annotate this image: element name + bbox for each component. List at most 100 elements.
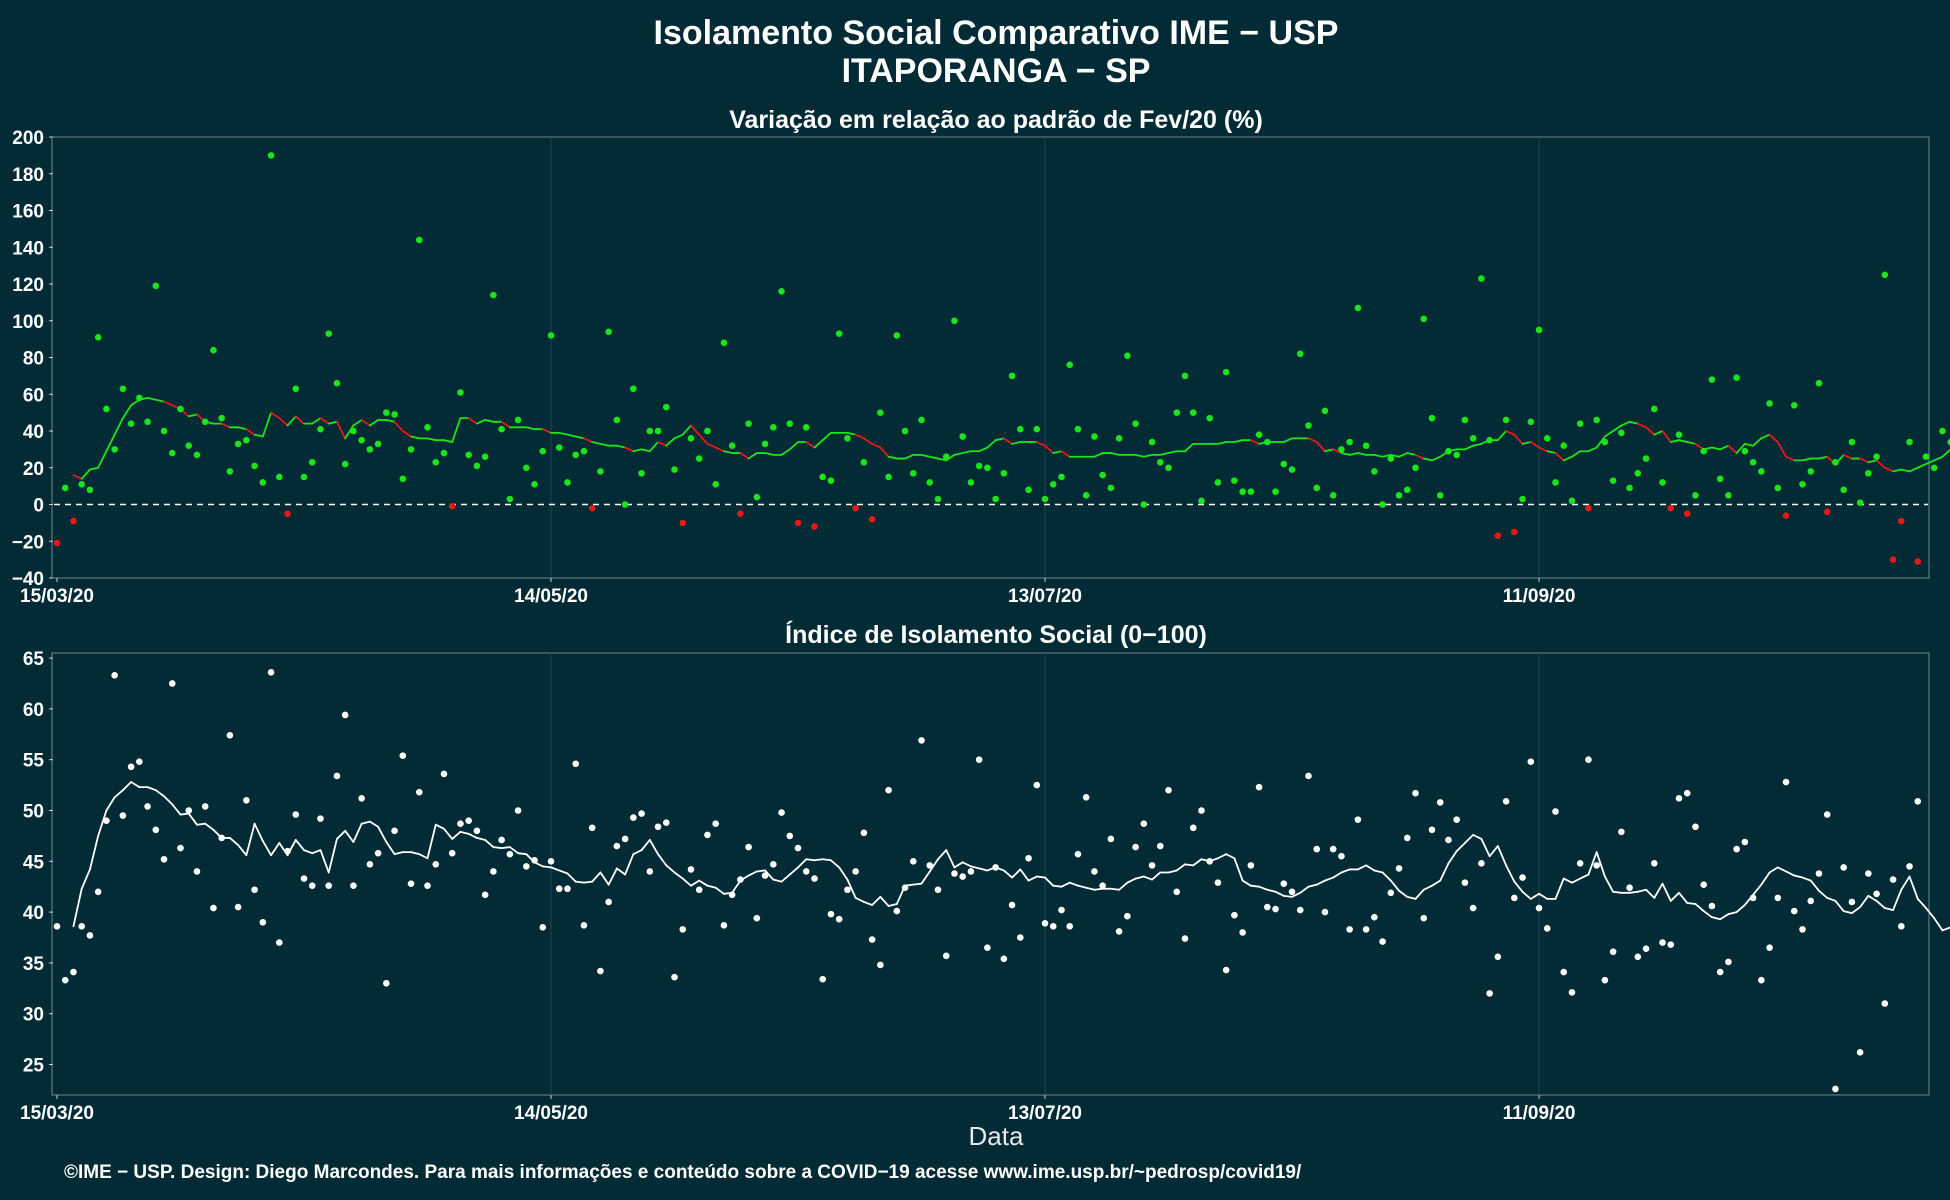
moving-average-segment — [72, 474, 83, 480]
data-point — [490, 868, 497, 875]
moving-average-segment — [492, 846, 503, 849]
index-moving-average — [72, 781, 1950, 932]
data-point — [1774, 484, 1782, 492]
data-point — [712, 820, 719, 828]
moving-average-segment — [698, 879, 709, 887]
moving-average-segment — [1340, 868, 1351, 874]
data-point — [1082, 492, 1090, 499]
y-tick-label: 30 — [23, 1005, 44, 1026]
data-point — [1527, 418, 1535, 426]
moving-average-segment — [624, 446, 635, 453]
moving-average-segment — [1908, 466, 1919, 473]
moving-average-segment — [747, 452, 758, 460]
moving-average-segment — [1340, 452, 1351, 456]
data-point — [852, 504, 859, 512]
data-point — [1609, 948, 1617, 956]
x-tick-label: 15/03/20 — [20, 586, 94, 607]
moving-average-segment — [797, 858, 808, 869]
data-point — [1897, 517, 1905, 525]
data-point — [745, 420, 752, 427]
data-point — [284, 847, 291, 855]
data-point — [1206, 857, 1213, 865]
data-point — [638, 810, 645, 817]
data-point — [835, 915, 843, 923]
data-point — [597, 967, 604, 975]
data-point — [267, 152, 275, 159]
moving-average-segment — [1060, 881, 1071, 888]
moving-average-segment — [1184, 863, 1195, 867]
data-point — [1543, 435, 1551, 442]
moving-average-segment — [1348, 452, 1359, 456]
data-point — [992, 864, 999, 871]
moving-average-segment — [245, 428, 256, 436]
data-point — [728, 891, 736, 899]
moving-average-segment — [80, 468, 91, 480]
moving-average-segment — [739, 452, 750, 460]
data-point — [1461, 879, 1469, 886]
moving-average-segment — [1002, 869, 1013, 879]
moving-average-segment — [690, 424, 701, 436]
moving-average-segment — [1044, 876, 1055, 887]
moving-average-segment — [121, 781, 133, 792]
moving-average-segment — [261, 411, 272, 438]
moving-average-segment — [690, 879, 701, 887]
moving-average-segment — [171, 803, 182, 816]
data-point — [827, 477, 835, 484]
data-point — [333, 379, 341, 387]
data-point — [1148, 438, 1156, 446]
data-point — [259, 918, 267, 926]
moving-average-segment — [179, 812, 190, 816]
moving-average-segment — [1875, 459, 1886, 469]
moving-average-segment — [821, 431, 832, 442]
data-point — [1173, 888, 1181, 896]
moving-average-segment — [879, 446, 890, 458]
moving-average-segment — [1332, 871, 1343, 879]
data-point — [926, 862, 934, 869]
data-point — [1321, 908, 1329, 916]
data-point — [53, 539, 61, 547]
moving-average-segment — [1554, 452, 1565, 462]
moving-average-segment — [813, 439, 824, 449]
moving-average-segment — [1505, 864, 1516, 883]
x-tick-label: 13/07/20 — [1008, 586, 1082, 607]
data-point — [514, 416, 522, 424]
moving-average-segment — [1645, 888, 1656, 899]
data-point — [432, 861, 440, 868]
moving-average-segment — [1422, 457, 1433, 462]
data-point — [1445, 447, 1452, 455]
moving-average-segment — [1908, 875, 1919, 900]
moving-average-segment — [788, 866, 799, 876]
data-point — [1346, 438, 1353, 446]
data-point — [1189, 824, 1197, 832]
data-point — [877, 409, 884, 416]
data-point — [786, 832, 794, 840]
moving-average-segment — [1735, 904, 1746, 914]
data-point — [1000, 469, 1008, 477]
data-point — [1453, 451, 1460, 459]
data-point — [1305, 772, 1312, 780]
moving-average-segment — [451, 830, 462, 840]
data-point — [844, 886, 851, 894]
moving-average-segment — [706, 884, 717, 889]
data-point — [1412, 789, 1419, 797]
data-point — [506, 850, 514, 858]
moving-average-segment — [327, 420, 338, 425]
moving-average-segment — [1464, 833, 1475, 844]
moving-average-segment — [1398, 889, 1409, 898]
data-point — [308, 458, 316, 466]
moving-average-segment — [1636, 422, 1647, 429]
moving-average-segment — [368, 820, 380, 828]
moving-average-segment — [1842, 453, 1853, 460]
data-point — [1272, 905, 1279, 913]
moving-average-segment — [253, 433, 264, 438]
data-point — [1906, 438, 1913, 446]
data-point — [350, 427, 357, 435]
moving-average-segment — [1554, 877, 1565, 900]
moving-average-segment — [393, 420, 404, 432]
moving-average-segment — [591, 871, 602, 883]
moving-average-segment — [1727, 444, 1738, 454]
data-point — [1189, 409, 1197, 416]
moving-average-segment — [1019, 868, 1030, 882]
moving-average-segment — [1439, 862, 1450, 882]
data-point — [317, 815, 324, 822]
